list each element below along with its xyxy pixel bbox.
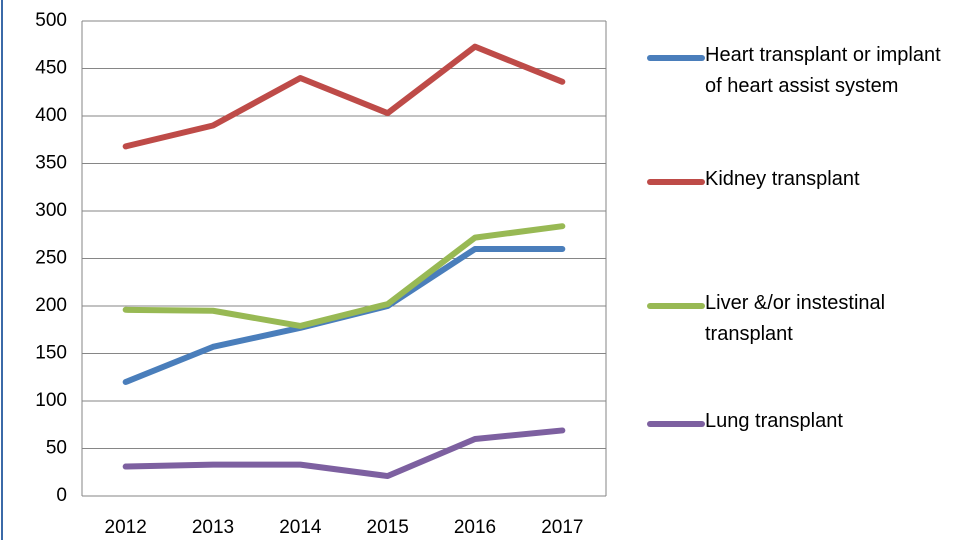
legend-swatch — [647, 55, 705, 61]
y-tick-label: 250 — [35, 248, 67, 269]
legend-label: Kidney transplant — [705, 168, 860, 190]
legend-label: Lung transplant — [705, 410, 843, 432]
legend-item: Lung transplant — [647, 410, 962, 437]
y-tick-label: 400 — [35, 105, 67, 126]
legend-swatch — [647, 303, 705, 309]
x-tick-label: 2015 — [367, 517, 409, 538]
legend-label: Liver &/or instestinal transplant — [705, 292, 886, 345]
y-tick-label: 100 — [35, 390, 67, 411]
legend-swatch — [647, 179, 705, 185]
y-tick-label: 0 — [56, 485, 67, 506]
y-tick-label: 450 — [35, 58, 67, 79]
y-tick-label: 500 — [35, 10, 67, 31]
series-line — [122, 427, 566, 480]
series-line — [122, 43, 566, 150]
x-tick-label: 2017 — [541, 517, 583, 538]
y-tick-label: 300 — [35, 200, 67, 221]
legend-item: Kidney transplant — [647, 168, 962, 195]
x-tick-label: 2014 — [279, 517, 322, 538]
y-tick-label: 50 — [46, 438, 67, 459]
legend-swatch — [647, 421, 705, 427]
y-tick-label: 350 — [35, 153, 67, 174]
legend-label: Heart transplant or implant of heart ass… — [705, 44, 941, 97]
x-tick-label: 2016 — [454, 517, 496, 538]
y-tick-label: 150 — [35, 343, 67, 364]
series-line — [122, 223, 566, 329]
legend-item: Liver &/or instestinal transplant — [647, 292, 962, 350]
x-tick-label: 2012 — [105, 517, 147, 538]
x-tick-label: 2013 — [192, 517, 234, 538]
legend-item: Heart transplant or implant of heart ass… — [647, 44, 962, 102]
y-tick-label: 200 — [35, 295, 67, 316]
